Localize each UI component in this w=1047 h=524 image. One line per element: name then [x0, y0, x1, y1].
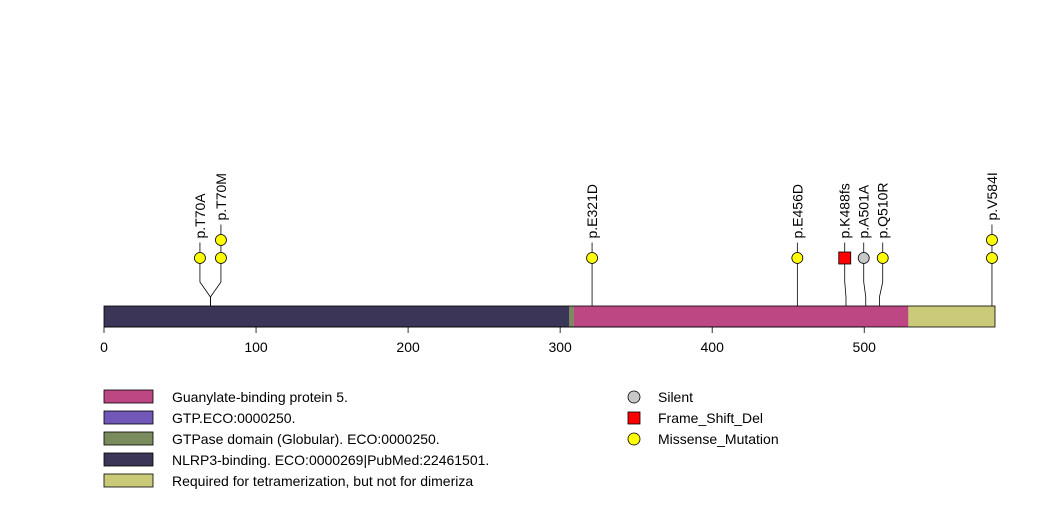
frame-shift-marker — [838, 251, 852, 265]
mutation-label: p.E321D — [584, 184, 600, 238]
missense-marker — [215, 252, 227, 264]
axis-tick-label: 300 — [548, 339, 572, 355]
mutation-stems — [199, 224, 993, 306]
missense-marker — [586, 252, 598, 264]
silent-marker — [857, 252, 870, 264]
axis-tick-label: 100 — [244, 339, 268, 355]
domain-legend-label: GTPase domain (Globular). ECO:0000250. — [172, 431, 440, 447]
domain-legend-label: NLRP3-binding. ECO:0000269|PubMed:224615… — [172, 452, 489, 468]
missense-marker — [215, 234, 227, 246]
type-legend-label: Missense_Mutation — [658, 431, 779, 447]
axis-tick-label: 400 — [701, 339, 725, 355]
protein-bar — [103, 305, 996, 328]
mutation-stem — [199, 258, 211, 306]
mutation-label: p.V584I — [984, 172, 1000, 220]
axis-tick-label: 500 — [853, 339, 877, 355]
mutation-stem — [844, 258, 847, 306]
mutation-label: p.A501A — [856, 184, 872, 238]
domain-segment — [569, 306, 574, 327]
domain-legend-label: GTP.ECO:0000250. — [172, 410, 295, 426]
mutation-label: p.T70M — [213, 173, 229, 220]
domain-legend-swatch — [103, 452, 154, 467]
domain-legend-label: Required for tetramerization, but not fo… — [172, 473, 473, 489]
type-legend-circle — [627, 432, 641, 446]
mutation-stem — [210, 258, 222, 306]
missense-marker — [876, 252, 889, 264]
missense-marker — [986, 234, 998, 246]
domain-legend: Guanylate-binding protein 5. GTP.ECO:0000… — [103, 389, 489, 489]
axis-tick-label: 0 — [100, 339, 108, 355]
position-axis: 0 100 200 300 400 500 — [100, 326, 877, 355]
mutation-labels: p.T70A p.T70M p.E321D p.E456D p.K488fs p.A501… — [192, 172, 1000, 238]
missense-marker — [791, 252, 804, 264]
type-legend-circle — [627, 390, 641, 404]
mutation-label: p.K488fs — [837, 183, 853, 238]
domain-legend-swatch — [103, 431, 154, 446]
missense-marker — [194, 252, 206, 264]
type-legend-label: Frame_Shift_Del — [658, 410, 763, 426]
domain-segment — [104, 306, 570, 327]
domain-legend-swatch — [103, 389, 154, 404]
mutation-label: p.T70A — [192, 193, 208, 239]
mutation-label: p.E456D — [789, 184, 805, 238]
domain-legend-swatch — [103, 473, 154, 488]
domain-legend-swatch — [103, 410, 154, 425]
domain-segment — [573, 306, 909, 327]
mutation-stem — [863, 258, 867, 306]
mutation-stem — [879, 258, 884, 306]
type-legend-square — [627, 411, 641, 425]
axis-tick-label: 200 — [396, 339, 420, 355]
domain-legend-label: Guanylate-binding protein 5. — [172, 389, 348, 405]
mutation-label: p.Q510R — [875, 182, 891, 238]
missense-marker — [986, 252, 998, 264]
mutation-markers — [194, 234, 998, 265]
mutation-type-legend: Silent Frame_Shift_Del Missense_Mutation — [627, 389, 779, 447]
domain-segment — [908, 306, 995, 327]
type-legend-label: Silent — [658, 389, 693, 405]
